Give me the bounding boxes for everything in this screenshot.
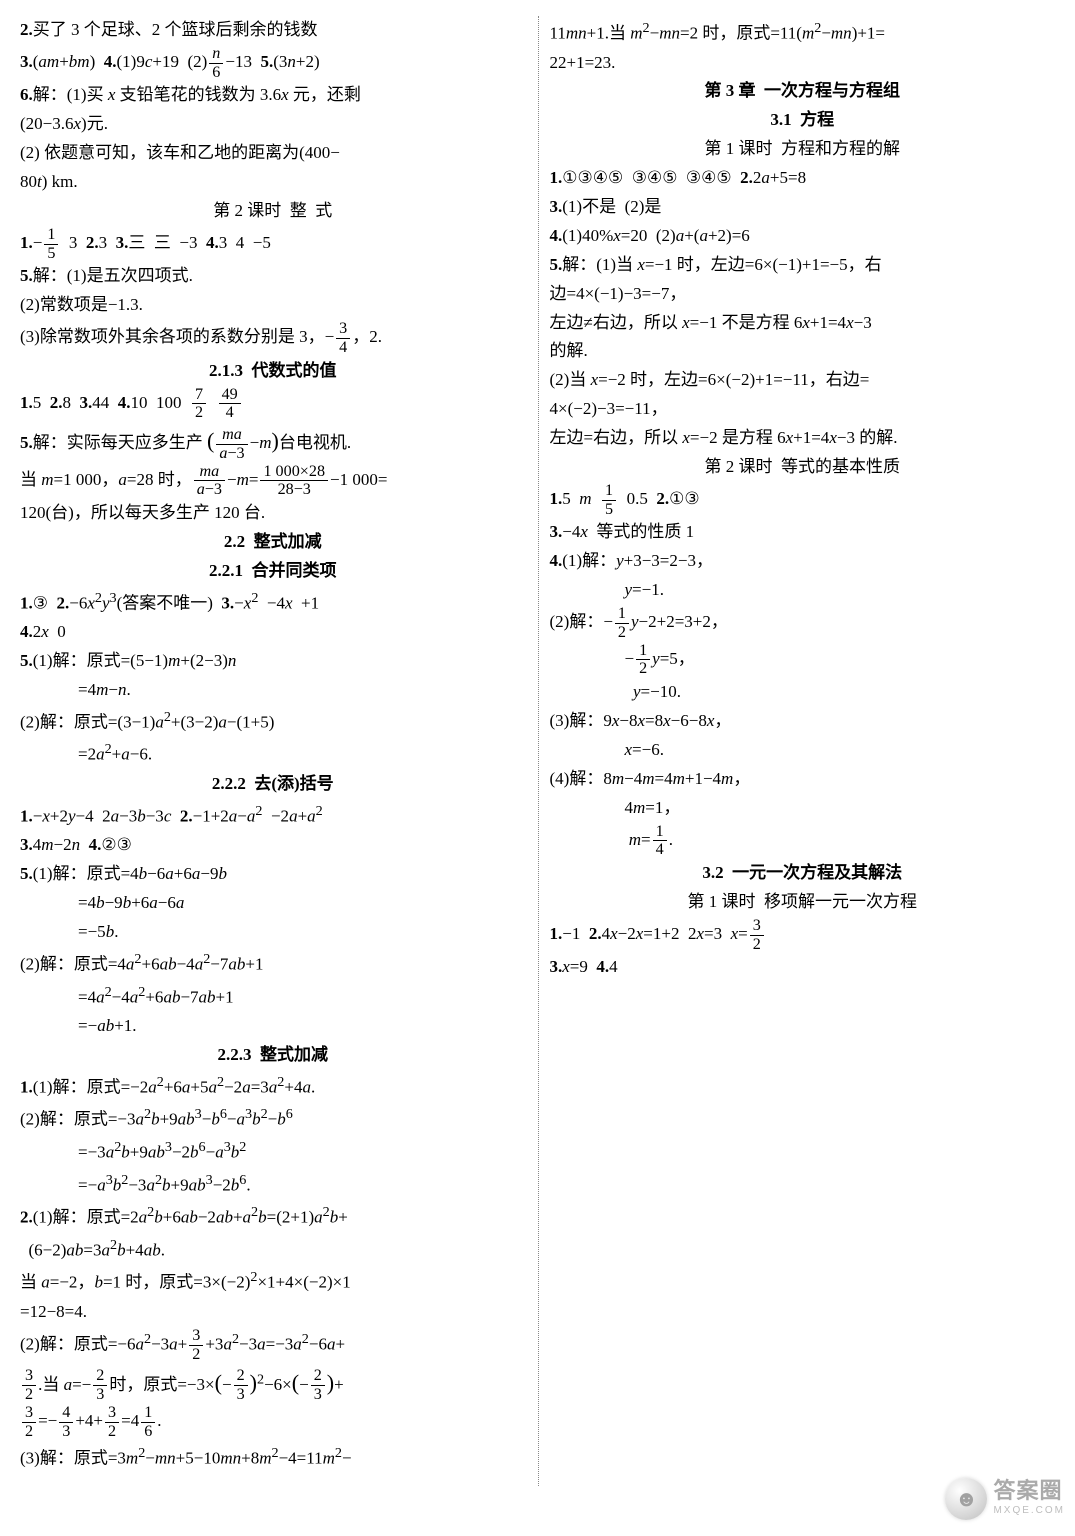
text-line-7: 1.−15 3 2.3 3.三 三 −3 4.3 4 −5 — [20, 226, 526, 263]
text-line-1: 3.(am+bm) 4.(1)9c+19 (2)n6−13 5.(3n+2) — [20, 45, 526, 82]
watermark-sub: MXQE.COM — [993, 1502, 1065, 1519]
text-line-32: =−ab+1. — [20, 1012, 526, 1041]
text-line-10: (3)除常数项外其余各项的系数分别是 3，−34，2. — [20, 320, 526, 357]
watermark: ☻ 答案圈 MXQE.COM — [945, 1478, 1065, 1520]
text-line-18: 1.③ 2.−6x2y3(答案不唯一) 3.−x2 −4x +1 — [20, 586, 526, 619]
text-line-55: 边=4×(−1)−3=−7， — [550, 280, 1056, 309]
text-line-34: 1.(1)解：原式=−2a2+6a+5a2−2a=3a2+4a. — [20, 1070, 526, 1103]
text-line-22: (2)解：原式=(3−1)a2+(3−2)a−(1+5) — [20, 705, 526, 738]
text-line-19: 4.2x 0 — [20, 618, 526, 647]
text-line-67: −12y=5， — [550, 642, 1056, 679]
text-line-9: (2)常数项是−1.3. — [20, 291, 526, 320]
text-line-48: 第 3 章 一次方程与方程组 — [550, 77, 1056, 106]
watermark-text-wrap: 答案圈 MXQE.COM — [993, 1480, 1065, 1519]
text-line-15: 120(台)，所以每天多生产 120 台. — [20, 499, 526, 528]
text-line-73: m=14. — [550, 823, 1056, 860]
text-line-62: 1.5 m 15 0.5 2.①③ — [550, 482, 1056, 519]
text-line-46: 11mn+1.当 m2−mn=2 时，原式=11(m2−mn)+1= — [550, 16, 1056, 49]
text-line-39: (6−2)ab=3a2b+4ab. — [20, 1233, 526, 1266]
text-line-43: 32.当 a=−23时，原式=−3×(−23)2−6×(−23)+ — [20, 1364, 526, 1404]
text-line-20: 5.(1)解：原式=(5−1)m+(2−3)n — [20, 647, 526, 676]
text-line-65: y=−1. — [550, 576, 1056, 605]
text-line-54: 5.解：(1)当 x=−1 时，左边=6×(−1)+1=−5，右 — [550, 251, 1056, 280]
text-line-75: 第 1 课时 移项解一元一次方程 — [550, 888, 1056, 917]
text-line-74: 3.2 一元一次方程及其解法 — [550, 859, 1056, 888]
text-line-11: 2.1.3 代数式的值 — [20, 357, 526, 386]
text-line-36: =−3a2b+9ab3−2b6−a3b2 — [20, 1135, 526, 1168]
text-line-37: =−a3b2−3a2b+9ab3−2b6. — [20, 1168, 526, 1201]
text-line-3: (20−3.6x)元. — [20, 110, 526, 139]
text-line-50: 第 1 课时 方程和方程的解 — [550, 135, 1056, 164]
text-line-41: =12−8=4. — [20, 1298, 526, 1327]
text-line-23: =2a2+a−6. — [20, 737, 526, 770]
text-line-12: 1.5 2.8 3.44 4.10 100 72 494 — [20, 386, 526, 423]
text-line-45: (3)解：原式=3m2−mn+5−10mn+8m2−4=11m2− — [20, 1441, 526, 1474]
text-line-56: 左边≠右边，所以 x=−1 不是方程 6x+1=4x−3 — [550, 309, 1056, 338]
text-line-76: 1.−1 2.4x−2x=1+2 2x=3 x=32 — [550, 917, 1056, 954]
text-line-51: 1.①③④⑤ ③④⑤ ③④⑤ 2.2a+5=8 — [550, 164, 1056, 193]
text-line-57: 的解. — [550, 337, 1056, 366]
text-line-33: 2.2.3 整式加减 — [20, 1041, 526, 1070]
text-line-8: 5.解：(1)是五次四项式. — [20, 262, 526, 291]
text-line-13: 5.解：实际每天应多生产 (maa−3−m)台电视机. — [20, 422, 526, 462]
text-line-28: =4b−9b+6a−6a — [20, 889, 526, 918]
text-line-24: 2.2.2 去(添)括号 — [20, 770, 526, 799]
text-line-14: 当 m=1 000，a=28 时，maa−3−m=1 000×2828−3−1 … — [20, 463, 526, 500]
text-line-35: (2)解：原式=−3a2b+9ab3−b6−a3b2−b6 — [20, 1102, 526, 1135]
text-line-69: (3)解：9x−8x=8x−6−8x， — [550, 707, 1056, 736]
text-line-21: =4m−n. — [20, 676, 526, 705]
text-line-53: 4.(1)40%x=20 (2)a+(a+2)=6 — [550, 222, 1056, 251]
text-line-2: 6.解：(1)买 x 支铅笔花的钱数为 3.6x 元，还剩 — [20, 81, 526, 110]
text-line-29: =−5b. — [20, 918, 526, 947]
text-line-59: 4×(−2)−3=−11， — [550, 395, 1056, 424]
watermark-icon: ☻ — [945, 1478, 987, 1520]
text-line-27: 5.(1)解：原式=4b−6a+6a−9b — [20, 860, 526, 889]
text-line-47: 22+1=23. — [550, 49, 1056, 78]
text-line-68: y=−10. — [550, 678, 1056, 707]
text-line-44: 32=−43+4+32=416. — [20, 1404, 526, 1441]
text-line-63: 3.−4x 等式的性质 1 — [550, 518, 1056, 547]
text-line-70: x=−6. — [550, 736, 1056, 765]
text-line-58: (2)当 x=−2 时，左边=6×(−2)+1=−11，右边= — [550, 366, 1056, 395]
text-line-64: 4.(1)解：y+3−3=2−3， — [550, 547, 1056, 576]
text-line-77: 3.x=9 4.4 — [550, 953, 1056, 982]
text-line-38: 2.(1)解：原式=2a2b+6ab−2ab+a2b=(2+1)a2b+ — [20, 1200, 526, 1233]
text-line-25: 1.−x+2y−4 2a−3b−3c 2.−1+2a−a2 −2a+a2 — [20, 799, 526, 832]
text-line-26: 3.4m−2n 4.②③ — [20, 831, 526, 860]
content-columns: 2.买了 3 个足球、2 个篮球后剩余的钱数3.(am+bm) 4.(1)9c+… — [20, 16, 1055, 1486]
text-line-66: (2)解：−12y−2+2=3+2， — [550, 605, 1056, 642]
text-line-0: 2.买了 3 个足球、2 个篮球后剩余的钱数 — [20, 16, 526, 45]
text-line-60: 左边=右边，所以 x=−2 是方程 6x+1=4x−3 的解. — [550, 424, 1056, 453]
text-line-31: =4a2−4a2+6ab−7ab+1 — [20, 980, 526, 1013]
text-line-49: 3.1 方程 — [550, 106, 1056, 135]
watermark-main: 答案圈 — [993, 1480, 1065, 1502]
text-line-16: 2.2 整式加减 — [20, 528, 526, 557]
text-line-61: 第 2 课时 等式的基本性质 — [550, 453, 1056, 482]
text-line-72: 4m=1， — [550, 794, 1056, 823]
text-line-6: 第 2 课时 整 式 — [20, 197, 526, 226]
text-line-71: (4)解：8m−4m=4m+1−4m， — [550, 765, 1056, 794]
text-line-40: 当 a=−2，b=1 时，原式=3×(−2)2×1+4×(−2)×1 — [20, 1265, 526, 1298]
text-line-30: (2)解：原式=4a2+6ab−4a2−7ab+1 — [20, 947, 526, 980]
text-line-17: 2.2.1 合并同类项 — [20, 557, 526, 586]
text-line-5: 80t) km. — [20, 168, 526, 197]
text-line-4: (2) 依题意可知，该车和乙地的距离为(400− — [20, 139, 526, 168]
text-line-52: 3.(1)不是 (2)是 — [550, 193, 1056, 222]
text-line-42: (2)解：原式=−6a2−3a+32+3a2−3a=−3a2−6a+ — [20, 1327, 526, 1364]
